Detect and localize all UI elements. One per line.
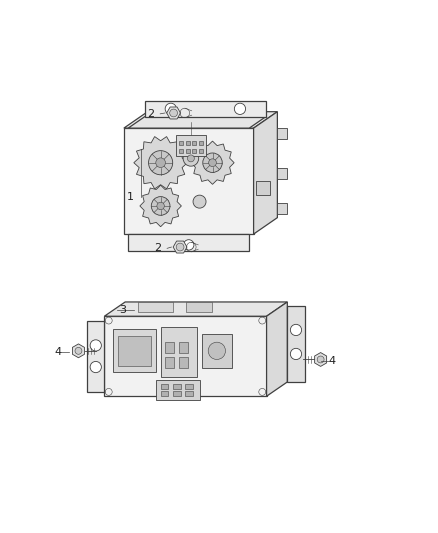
Polygon shape [287,306,304,382]
Polygon shape [167,107,180,119]
Circle shape [317,356,324,363]
Polygon shape [104,302,287,316]
Text: 1: 1 [127,192,134,203]
Polygon shape [173,241,187,253]
Bar [185,384,193,389]
Bar [173,384,180,389]
Polygon shape [277,168,287,179]
Bar [199,141,202,146]
Polygon shape [118,336,151,366]
Polygon shape [87,320,104,392]
Circle shape [170,109,177,117]
Bar [173,391,180,396]
Circle shape [176,243,184,251]
Circle shape [148,151,173,175]
Circle shape [151,197,170,215]
Bar [179,342,188,353]
Polygon shape [128,117,266,128]
Polygon shape [161,327,198,377]
Circle shape [290,325,302,336]
Polygon shape [140,185,181,227]
Polygon shape [124,128,254,234]
Circle shape [165,103,177,115]
Text: 3: 3 [120,305,127,315]
Circle shape [184,240,194,250]
Polygon shape [72,344,85,358]
Bar [192,141,196,146]
Polygon shape [128,234,249,252]
Circle shape [208,342,226,359]
Bar [179,149,183,153]
Bar [256,181,270,195]
Bar [176,135,206,156]
Polygon shape [191,141,234,184]
Bar [192,149,196,153]
Polygon shape [277,203,287,214]
Bar [199,149,202,153]
Circle shape [156,158,166,167]
Circle shape [90,340,101,351]
Bar [165,342,174,353]
Circle shape [75,348,82,354]
Circle shape [183,151,199,166]
Bar [186,141,190,146]
Polygon shape [314,352,327,366]
Bar [138,302,173,312]
Bar [179,141,183,146]
Circle shape [290,349,302,360]
Circle shape [193,195,206,208]
Bar [185,391,193,396]
Polygon shape [254,112,277,234]
Bar [156,380,200,400]
Polygon shape [145,101,266,117]
Polygon shape [113,329,156,373]
Bar [161,391,168,396]
Bar [186,149,190,153]
Bar [179,357,188,368]
Text: 2: 2 [154,244,161,253]
Circle shape [157,202,164,209]
Polygon shape [277,128,287,139]
Polygon shape [202,334,232,368]
Circle shape [90,361,101,373]
Polygon shape [104,316,267,396]
Text: 4: 4 [55,347,62,357]
Circle shape [187,155,194,162]
Polygon shape [267,302,287,396]
Bar [186,302,212,312]
Circle shape [208,159,216,167]
Polygon shape [124,112,277,128]
Bar [165,357,174,368]
Circle shape [234,103,246,115]
Polygon shape [134,136,187,189]
Circle shape [203,153,222,173]
Text: 4: 4 [329,356,336,366]
Text: 2: 2 [147,109,154,119]
Bar [161,384,168,389]
